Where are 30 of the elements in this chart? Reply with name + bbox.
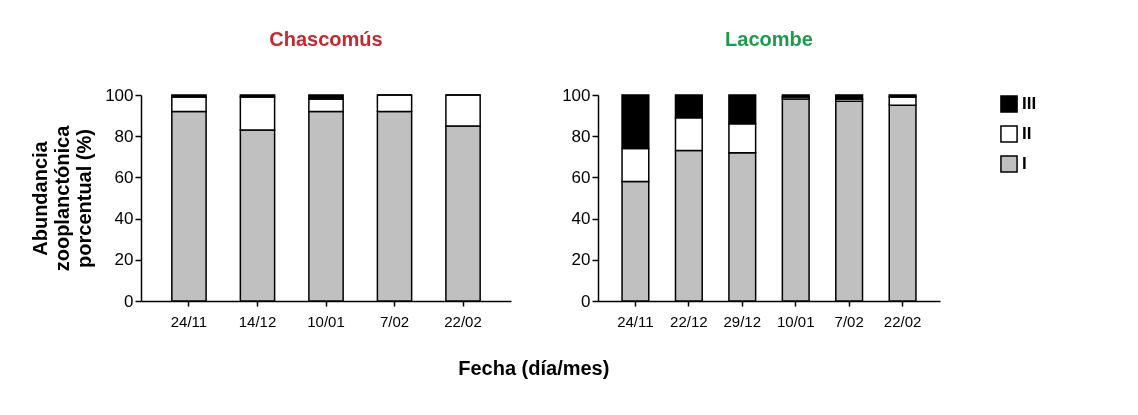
- y-tick-label: 60: [571, 167, 591, 187]
- x-tick-label: 22/02: [444, 312, 482, 330]
- y-tick-label: 80: [114, 126, 134, 146]
- legend-label: II: [1022, 124, 1032, 143]
- legend-label: III: [1022, 94, 1037, 113]
- x-tick-label: 7/02: [379, 312, 410, 330]
- y-tick-label: 100: [562, 85, 591, 105]
- y-tick-label: 0: [581, 291, 591, 311]
- x-tick-label: 22/12: [670, 312, 708, 330]
- x-tick-label: 24/11: [617, 312, 654, 330]
- x-tick-label: 14/12: [238, 312, 277, 330]
- y-tick-label: 80: [571, 126, 591, 146]
- y-axis-title: Abundancia zooplanctónica porcentual (%): [29, 124, 96, 272]
- y-tick-label: 20: [571, 250, 591, 270]
- x-tick-label: 10/01: [307, 312, 345, 330]
- x-axis-title: Fecha (día/mes): [458, 357, 610, 379]
- chart-title: Lacombe: [725, 28, 813, 50]
- x-tick-label: 24/11: [170, 312, 208, 330]
- x-tick-label: 10/01: [776, 312, 815, 330]
- chart-title: Chascomús: [269, 28, 383, 50]
- y-tick-label: 20: [114, 250, 134, 270]
- y-tick-label: 40: [114, 209, 134, 229]
- y-tick-label: 100: [105, 85, 134, 105]
- y-tick-label: 40: [571, 209, 591, 229]
- y-tick-label: 0: [124, 291, 134, 311]
- y-tick-label: 60: [114, 167, 134, 187]
- x-tick-label: 22/02: [883, 312, 922, 330]
- x-tick-label: 7/02: [834, 312, 864, 330]
- x-tick-label: 29/12: [723, 312, 762, 330]
- legend-label: I: [1022, 154, 1027, 173]
